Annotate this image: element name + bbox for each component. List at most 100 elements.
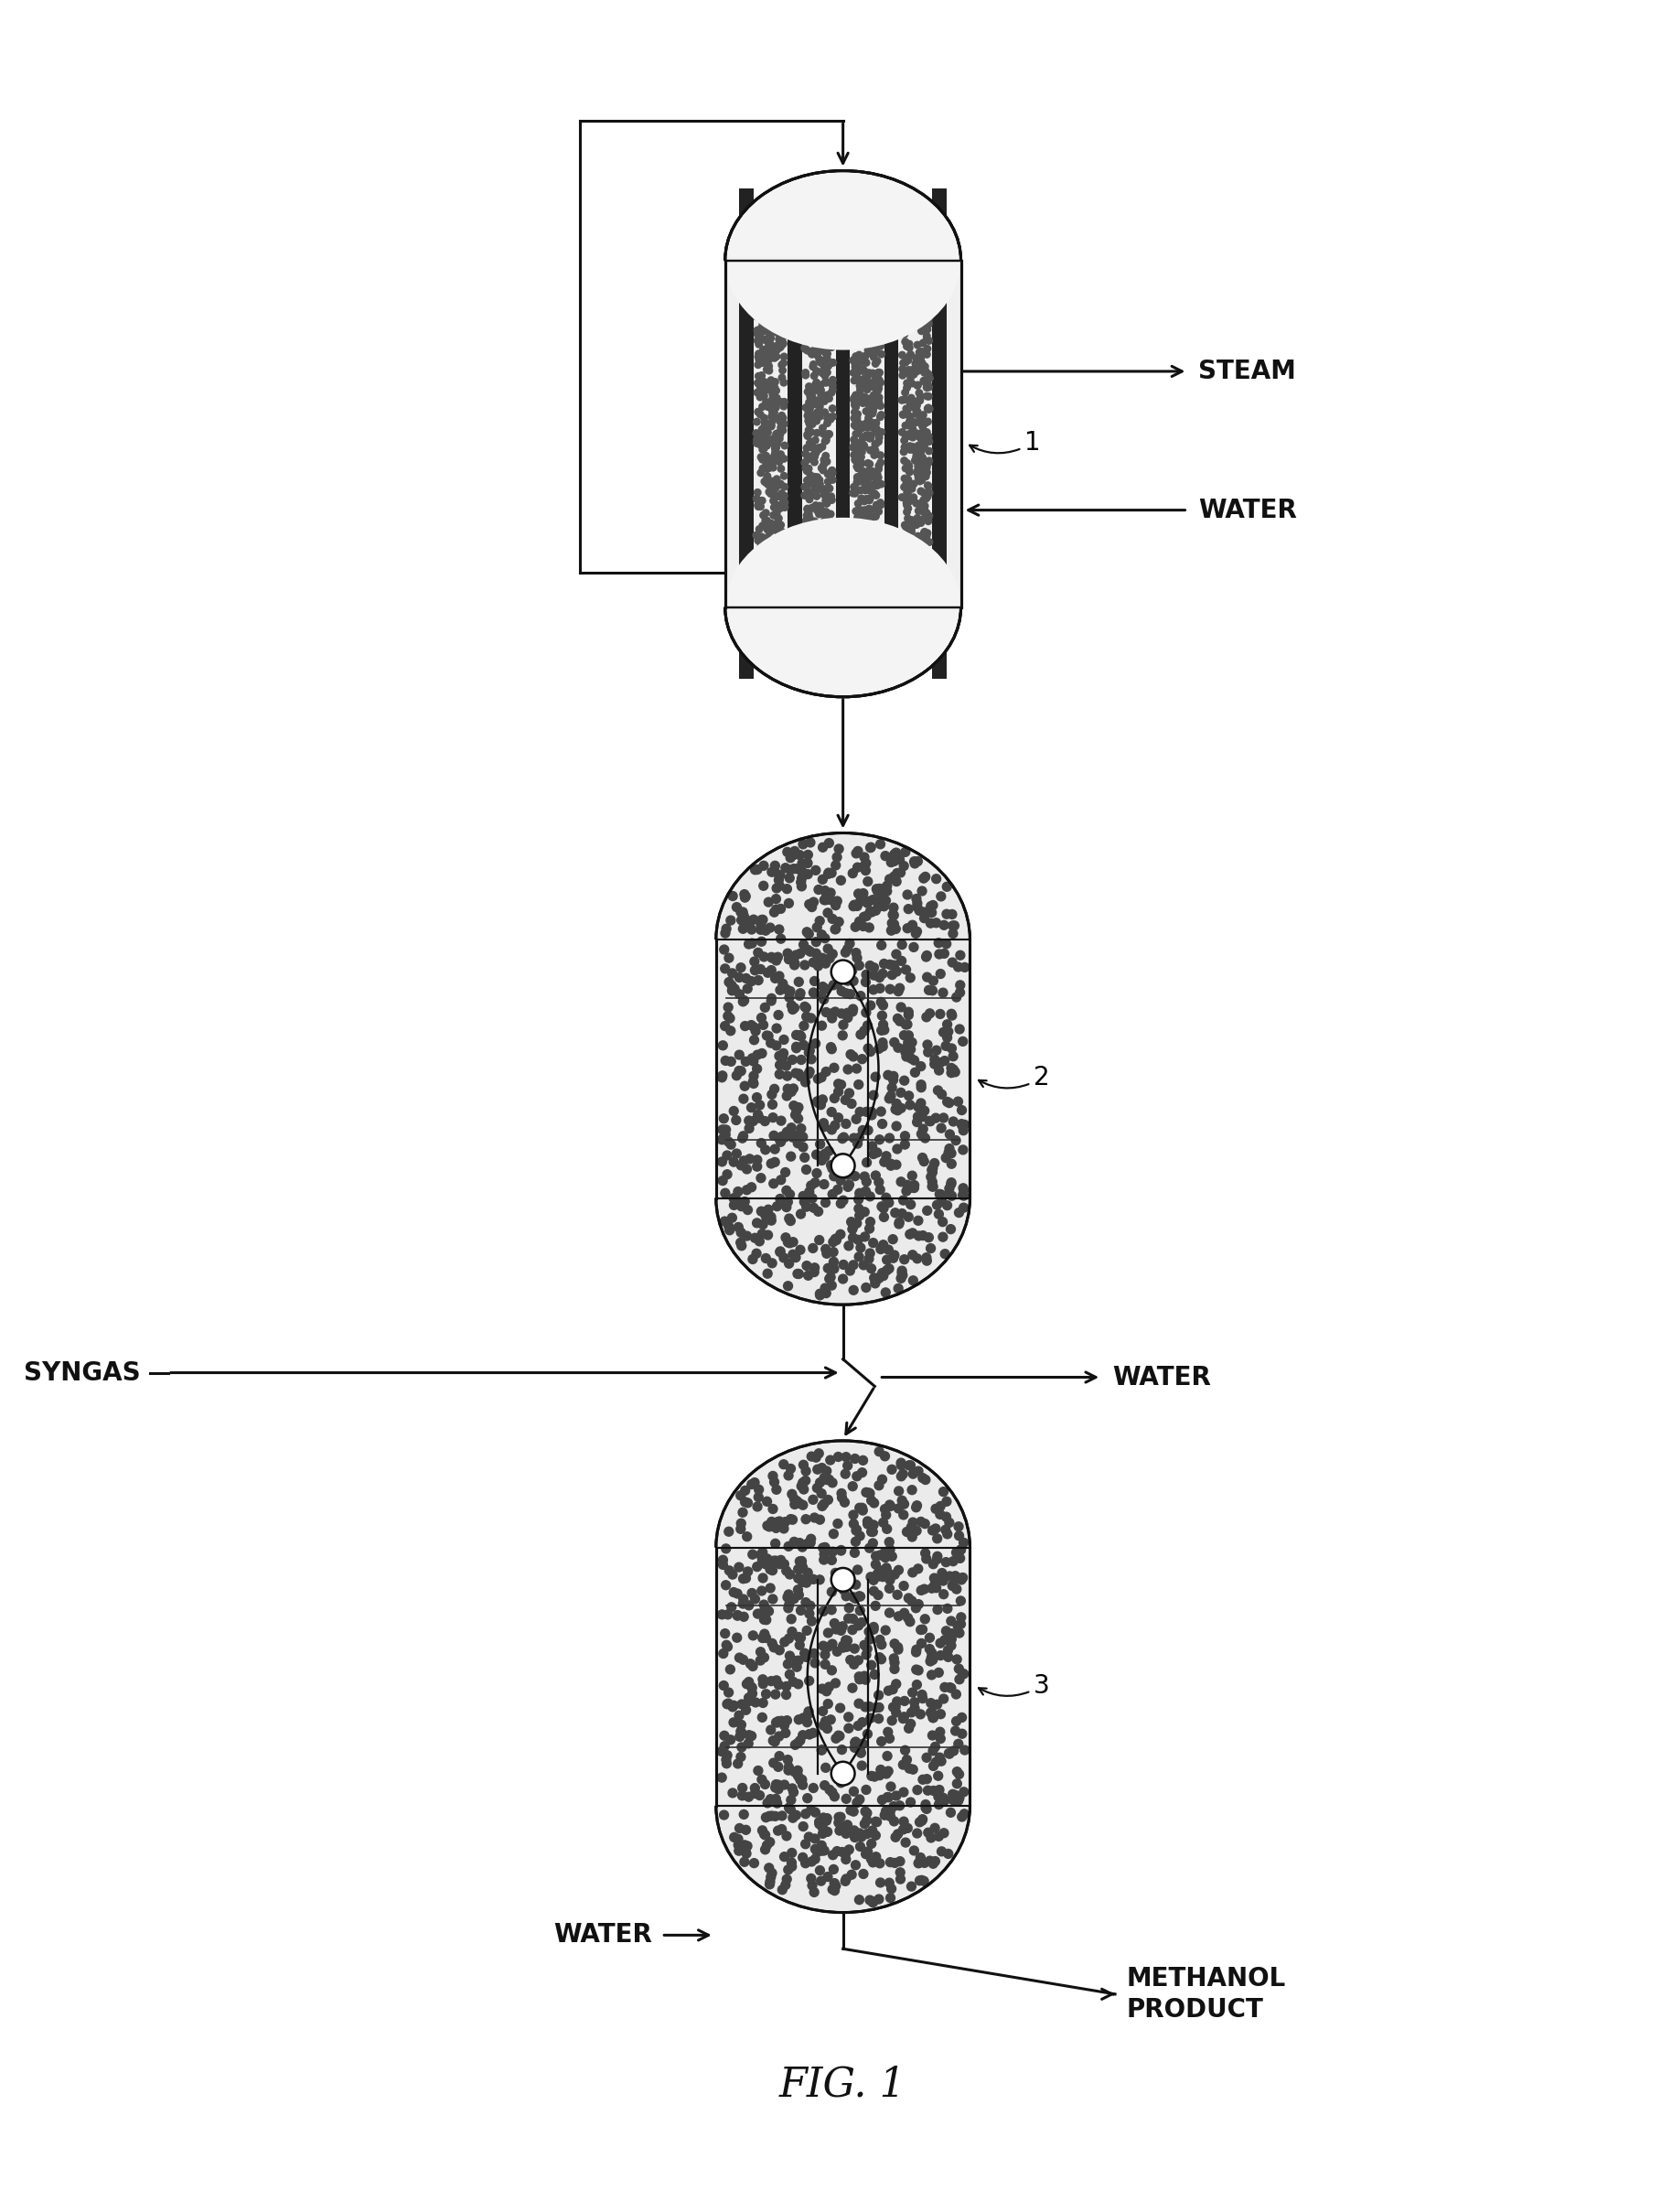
Circle shape — [869, 1772, 879, 1781]
Circle shape — [754, 354, 762, 361]
Circle shape — [923, 1785, 933, 1794]
Circle shape — [801, 1077, 809, 1086]
Circle shape — [854, 376, 861, 383]
Circle shape — [789, 1237, 798, 1248]
Circle shape — [809, 526, 816, 533]
Circle shape — [836, 1199, 846, 1208]
Circle shape — [853, 526, 859, 535]
Circle shape — [859, 511, 866, 518]
Circle shape — [854, 361, 861, 367]
Circle shape — [903, 580, 910, 586]
Circle shape — [719, 1042, 727, 1051]
Circle shape — [759, 582, 766, 588]
Circle shape — [824, 268, 831, 274]
Circle shape — [824, 495, 831, 502]
Circle shape — [931, 1856, 940, 1865]
Circle shape — [911, 403, 918, 409]
Circle shape — [819, 1721, 828, 1730]
Circle shape — [719, 1559, 727, 1568]
Circle shape — [764, 473, 771, 480]
Circle shape — [868, 396, 876, 405]
Circle shape — [884, 1584, 895, 1593]
Circle shape — [829, 283, 836, 290]
Circle shape — [764, 403, 771, 409]
Circle shape — [906, 1044, 915, 1053]
Circle shape — [741, 1498, 749, 1506]
Circle shape — [803, 405, 809, 411]
Circle shape — [788, 1055, 798, 1064]
Circle shape — [878, 429, 884, 436]
Circle shape — [788, 1849, 796, 1858]
Circle shape — [751, 1699, 761, 1708]
Circle shape — [819, 265, 826, 272]
Circle shape — [873, 1148, 881, 1157]
Circle shape — [906, 1617, 915, 1626]
Circle shape — [754, 1484, 764, 1493]
Circle shape — [811, 1807, 819, 1816]
Circle shape — [873, 276, 879, 283]
Circle shape — [823, 458, 831, 465]
Circle shape — [814, 573, 821, 580]
Circle shape — [811, 580, 818, 586]
Circle shape — [796, 1031, 804, 1040]
Circle shape — [874, 1177, 883, 1186]
Circle shape — [789, 1004, 799, 1013]
Circle shape — [829, 560, 836, 566]
Circle shape — [828, 1546, 838, 1557]
Bar — [788, 188, 803, 261]
Circle shape — [824, 1785, 834, 1794]
Circle shape — [739, 995, 749, 1004]
Circle shape — [856, 1531, 864, 1540]
Circle shape — [905, 571, 911, 577]
Circle shape — [906, 345, 913, 352]
Circle shape — [925, 405, 931, 411]
Circle shape — [888, 1717, 896, 1725]
Circle shape — [806, 568, 813, 577]
Circle shape — [823, 891, 831, 900]
Circle shape — [915, 1858, 923, 1867]
Circle shape — [926, 314, 933, 321]
Circle shape — [828, 270, 834, 276]
Circle shape — [721, 1126, 731, 1135]
Circle shape — [930, 1060, 940, 1068]
Circle shape — [915, 1666, 923, 1674]
Circle shape — [936, 1502, 945, 1511]
Circle shape — [874, 338, 881, 345]
Circle shape — [858, 314, 864, 321]
Circle shape — [864, 922, 874, 931]
Circle shape — [913, 1217, 923, 1225]
Circle shape — [878, 1042, 888, 1051]
Circle shape — [836, 1778, 846, 1787]
Circle shape — [868, 482, 874, 489]
Circle shape — [786, 1805, 796, 1814]
Circle shape — [749, 1858, 759, 1867]
Circle shape — [951, 1725, 960, 1736]
Circle shape — [915, 533, 921, 540]
Circle shape — [905, 1091, 913, 1099]
Circle shape — [813, 1847, 823, 1856]
Circle shape — [754, 1113, 764, 1121]
Circle shape — [920, 325, 926, 332]
Circle shape — [898, 1761, 908, 1770]
Circle shape — [804, 1730, 814, 1739]
Circle shape — [905, 1763, 915, 1774]
Circle shape — [766, 1564, 774, 1573]
Circle shape — [843, 1009, 853, 1018]
Circle shape — [916, 1079, 926, 1088]
Circle shape — [908, 398, 915, 405]
Circle shape — [876, 1655, 886, 1663]
Circle shape — [861, 498, 868, 504]
Circle shape — [782, 885, 791, 894]
Circle shape — [864, 301, 871, 307]
Circle shape — [789, 1084, 798, 1093]
Circle shape — [821, 1009, 831, 1018]
Circle shape — [821, 1283, 829, 1292]
Circle shape — [769, 261, 777, 268]
Bar — [836, 188, 849, 261]
Circle shape — [823, 1871, 833, 1882]
Circle shape — [874, 896, 884, 905]
Circle shape — [774, 288, 781, 294]
Circle shape — [854, 429, 861, 436]
Circle shape — [781, 500, 788, 507]
Circle shape — [874, 1480, 883, 1491]
